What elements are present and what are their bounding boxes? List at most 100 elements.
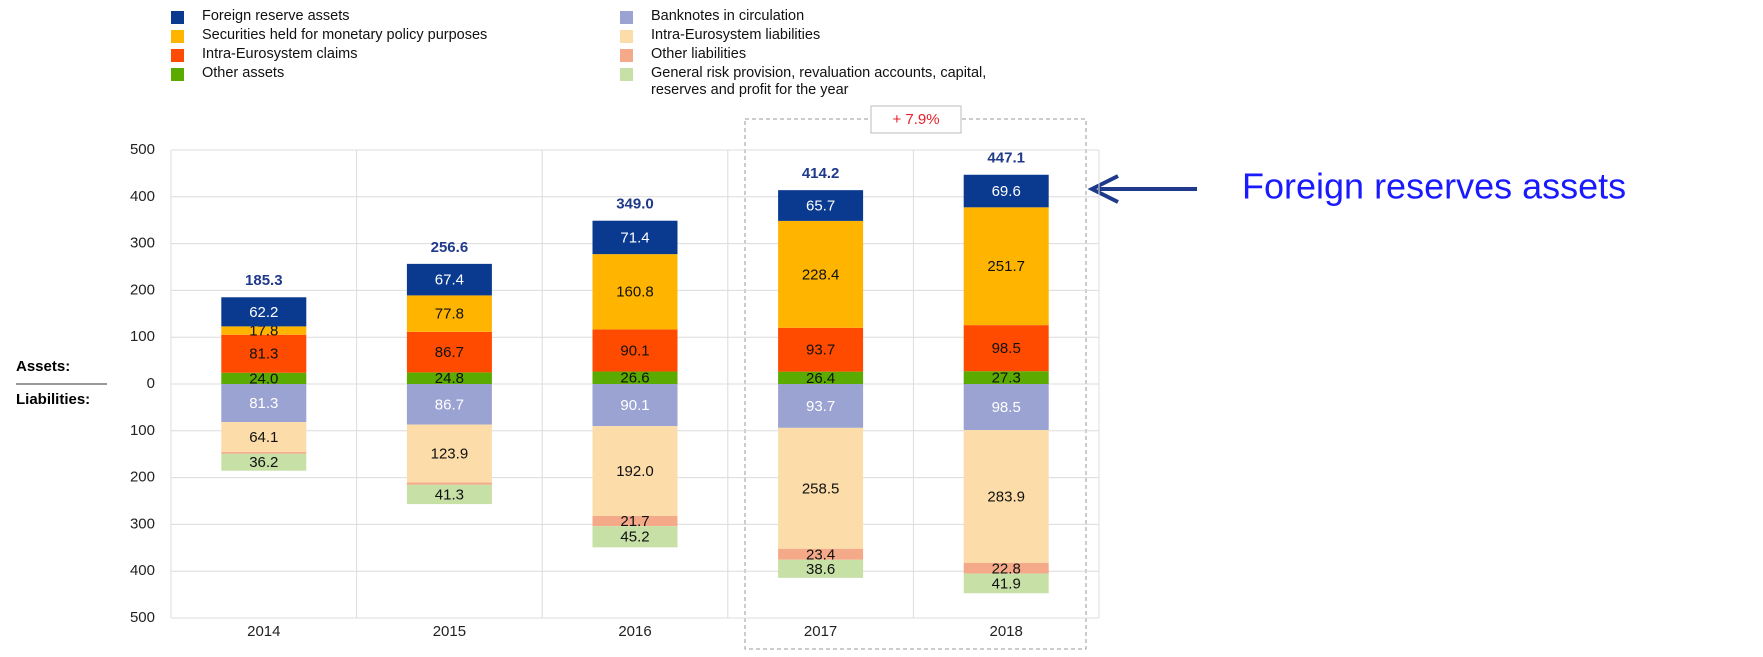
y-tick-label: 0 <box>147 375 155 392</box>
y-tick-label: 500 <box>130 141 155 158</box>
data-label: 123.9 <box>431 446 469 463</box>
legend-label: Other liabilities <box>651 46 747 62</box>
bar-segment <box>963 562 1049 574</box>
bar-segment <box>406 295 492 332</box>
data-label: 283.9 <box>987 488 1025 505</box>
bar-segment <box>221 422 307 453</box>
total-label: 414.2 <box>802 165 840 182</box>
bar-segment <box>221 372 307 384</box>
legend-swatch <box>171 68 184 81</box>
data-label: 27.3 <box>992 370 1021 387</box>
y-tick-label: 500 <box>130 609 155 626</box>
bar-segment <box>221 452 307 454</box>
legend-label: Other assets <box>202 65 285 81</box>
bar-segment <box>963 325 1049 372</box>
y-tick-label: 100 <box>130 328 155 345</box>
data-label: 41.9 <box>992 575 1021 592</box>
bar-segment <box>592 220 678 255</box>
bar-segment <box>592 371 678 384</box>
data-label: 192.0 <box>616 463 654 480</box>
data-label: 71.4 <box>620 229 649 246</box>
data-label: 90.1 <box>620 397 649 414</box>
data-label: 26.4 <box>806 370 835 387</box>
bar-segment <box>406 482 492 485</box>
data-label: 81.3 <box>249 395 278 412</box>
bar-segment <box>592 384 678 427</box>
y-tick-label: 300 <box>130 235 155 252</box>
bar-segment <box>778 220 864 328</box>
data-label: 81.3 <box>249 346 278 363</box>
callout-arrowhead <box>1087 174 1119 204</box>
bar-segment <box>778 559 864 578</box>
legend-swatch <box>620 68 633 81</box>
legend-label: Banknotes in circulation <box>651 8 805 24</box>
data-label: 86.7 <box>435 344 464 361</box>
y-tick-label: 200 <box>130 281 155 298</box>
x-tick-label: 2017 <box>804 623 837 640</box>
legend-swatch <box>620 11 633 24</box>
data-label: 22.8 <box>992 560 1021 577</box>
x-tick-label: 2015 <box>433 623 466 640</box>
data-label: 26.6 <box>620 370 649 387</box>
bar-segment <box>221 453 307 471</box>
legend-swatch <box>171 30 184 43</box>
legend-label: Foreign reserve assets <box>202 8 350 24</box>
bar-segment <box>406 484 492 505</box>
bar-segment <box>963 384 1049 431</box>
data-label: 45.2 <box>620 529 649 546</box>
legend-label: Securities held for monetary policy purp… <box>202 27 488 43</box>
legend-label: Intra-Eurosystem claims <box>202 46 358 62</box>
data-label: 228.4 <box>802 266 840 283</box>
data-label: 38.6 <box>806 561 835 578</box>
bar-segment <box>963 174 1049 208</box>
data-label: 258.5 <box>802 480 840 497</box>
y-tick-label: 400 <box>130 188 155 205</box>
bar-segment <box>592 516 678 527</box>
legend-swatch <box>171 49 184 62</box>
data-label: 98.5 <box>992 399 1021 416</box>
data-label: 23.4 <box>806 546 835 563</box>
total-label: 349.0 <box>616 196 654 213</box>
liabilities-label: Liabilities: <box>16 391 90 408</box>
bar-segment <box>406 263 492 296</box>
total-label: 447.1 <box>987 150 1025 167</box>
bar-segment <box>778 371 864 384</box>
bar-segment <box>963 430 1049 563</box>
x-tick-label: 2018 <box>990 623 1023 640</box>
data-label: 93.7 <box>806 398 835 415</box>
bar-segment <box>963 207 1049 326</box>
data-label: 69.6 <box>992 183 1021 200</box>
bar-segment <box>592 329 678 372</box>
data-label: 77.8 <box>435 306 464 323</box>
bar-segment <box>963 371 1049 384</box>
bar-segment <box>778 190 864 221</box>
bar-segment <box>778 384 864 428</box>
y-tick-label: 400 <box>130 562 155 579</box>
bar-segment <box>778 548 864 560</box>
callout-text: Foreign reserves assets <box>1242 166 1626 207</box>
bar-segment <box>778 427 864 549</box>
data-label: 24.8 <box>435 370 464 387</box>
legend-label: Intra-Eurosystem liabilities <box>651 27 821 43</box>
bar-segment <box>221 334 307 373</box>
data-label: 21.7 <box>620 513 649 530</box>
bar-segment <box>221 297 307 327</box>
bar-segment <box>963 573 1049 594</box>
data-label: 24.0 <box>249 370 278 387</box>
bar-segment <box>592 526 678 548</box>
data-label: 65.7 <box>806 197 835 214</box>
data-label: 17.8 <box>249 323 278 340</box>
data-label: 67.4 <box>435 272 464 289</box>
data-label: 41.3 <box>435 486 464 503</box>
total-label: 256.6 <box>431 239 469 256</box>
bar-segment <box>406 384 492 425</box>
bar-segment <box>778 327 864 372</box>
data-label: 98.5 <box>992 340 1021 357</box>
data-label: 36.2 <box>249 454 278 471</box>
total-label: 185.3 <box>245 272 283 289</box>
data-label: 86.7 <box>435 396 464 413</box>
bar-segment <box>592 254 678 330</box>
x-tick-label: 2016 <box>618 623 651 640</box>
